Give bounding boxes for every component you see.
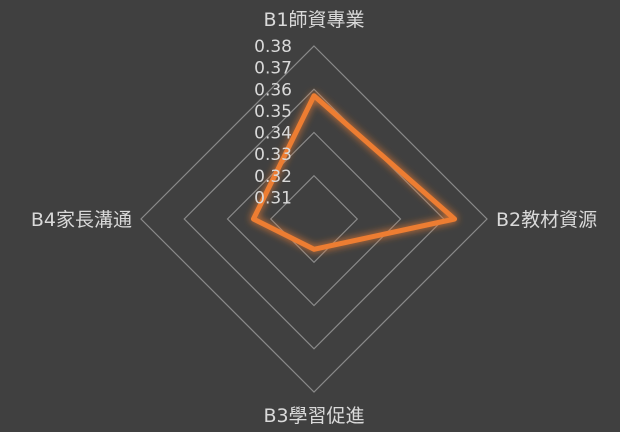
category-label-b1: B1師資專業: [263, 9, 364, 31]
radar-grid: [140, 45, 488, 393]
radial-tick-labels: 0.310.320.330.340.350.360.370.38: [254, 37, 292, 208]
tick-label-4: 0.35: [254, 102, 292, 122]
category-label-b2: B2教材資源: [496, 209, 597, 231]
category-label-b3: B3學習促進: [263, 405, 364, 427]
tick-label-6: 0.37: [254, 59, 292, 79]
grid-ring-3: [183, 88, 445, 350]
category-labels: B1師資專業 B2教材資源 B3學習促進 B4家長溝通: [31, 9, 597, 427]
grid-ring-1: [269, 174, 359, 264]
category-label-b4: B4家長溝通: [31, 209, 132, 231]
tick-label-7: 0.38: [254, 37, 292, 57]
grid-ring-4: [140, 45, 488, 393]
tick-label-3: 0.34: [254, 124, 292, 144]
series-line-0: [250, 93, 458, 252]
tick-label-5: 0.36: [254, 80, 292, 100]
radar-series: [250, 93, 458, 252]
tick-label-0: 0.31: [254, 188, 292, 208]
tick-label-2: 0.33: [254, 145, 292, 165]
grid-ring-2: [226, 131, 402, 307]
tick-label-1: 0.32: [254, 167, 292, 187]
